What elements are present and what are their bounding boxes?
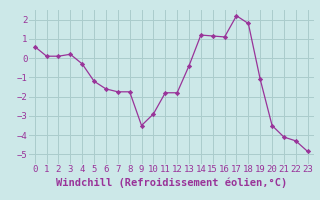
X-axis label: Windchill (Refroidissement éolien,°C): Windchill (Refroidissement éolien,°C): [56, 177, 287, 188]
